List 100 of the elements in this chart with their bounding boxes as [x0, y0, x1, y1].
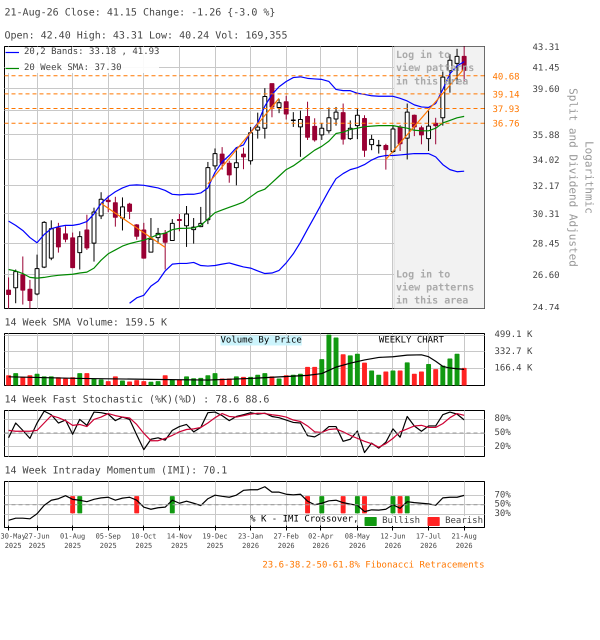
candlestick [305, 101, 310, 140]
bar [98, 380, 104, 386]
line-series [8, 354, 465, 381]
legend-title: % K - IMI Crossover, [250, 514, 359, 524]
y-tick-label: 30% [494, 509, 512, 520]
y-tick-label: 39.60 [532, 84, 560, 95]
y-tick-label: 41.45 [532, 64, 560, 74]
chart-title: 14 Week Fast Stochastic (%K)(%D) : 78.6 88.6 [4, 394, 270, 406]
bar [440, 366, 446, 386]
line-series [8, 412, 465, 448]
candlestick [56, 222, 61, 254]
y-tick-label: 26.60 [532, 271, 560, 282]
bar [92, 378, 96, 386]
bar [334, 338, 338, 386]
y-tick-label: 20% [494, 442, 512, 452]
bar [106, 381, 111, 386]
y-tick-label: 50% [494, 500, 512, 510]
candlestick [134, 224, 140, 240]
candlestick [369, 134, 374, 151]
annotation: Volume By Price [220, 336, 302, 346]
chart-subtitle: Open: 42.40 High: 43.31 Low: 40.24 Vol: 169,355 [4, 30, 288, 42]
candlestick [226, 160, 232, 184]
candlestick [241, 147, 246, 170]
candlestick [290, 112, 296, 128]
legend-label: 20,2 Bands: 33.18 , 41.93 [24, 47, 160, 57]
candlestick [390, 124, 396, 154]
candlestick [319, 122, 324, 140]
bar [13, 373, 18, 386]
ref-line-label: 39.14 [492, 90, 520, 100]
bar [404, 362, 410, 386]
bar [305, 366, 310, 386]
candlestick [176, 213, 182, 232]
candlestick [255, 112, 260, 140]
bar [6, 375, 12, 386]
candlestick [27, 279, 32, 308]
chart-title: 14 Week SMA Volume: 159.5 K [4, 318, 168, 328]
bar [462, 368, 467, 386]
text: 23.6-38.2-50-61.8% Fibonacci Retracements [262, 560, 485, 570]
bar [340, 354, 346, 386]
bar [326, 334, 332, 386]
ref-line-label: 40.68 [492, 72, 520, 82]
candlestick [184, 205, 189, 248]
candlestick [84, 214, 90, 250]
candlestick [312, 118, 318, 142]
y-tick-label: 166.4 K [494, 364, 534, 374]
candlestick [354, 108, 360, 140]
y-tick-label: 332.7 K [494, 346, 534, 357]
bar [84, 373, 90, 386]
bar [447, 358, 452, 386]
chart-title: 21-Aug-26 Close: 41.15 Change: -1.26 {-3.0 %} [4, 8, 276, 18]
candlestick [376, 139, 382, 154]
bar [390, 370, 396, 386]
candlestick [127, 202, 132, 220]
annotation: WEEKLY CHART [378, 336, 445, 346]
candlestick [234, 146, 239, 186]
candlestick [112, 196, 118, 228]
bar [383, 371, 388, 386]
candlestick [77, 230, 82, 270]
y-tick-label: 43.31 [532, 43, 560, 53]
bar [148, 382, 154, 386]
candlestick [148, 217, 154, 253]
bar [170, 380, 175, 386]
bar [63, 378, 68, 386]
candlestick [6, 276, 12, 308]
y-tick-label: 34.02 [532, 156, 560, 166]
ref-line-label: 36.76 [492, 120, 520, 130]
candlestick [162, 229, 168, 270]
y-tick-label: 32.17 [532, 182, 560, 192]
bar [362, 362, 367, 386]
candlestick [284, 95, 289, 120]
bar [141, 381, 146, 386]
candlestick [170, 218, 175, 241]
candlestick [426, 110, 432, 152]
y-axis-title: Split and Dividend Adjusted [566, 88, 580, 267]
candlestick [334, 106, 338, 126]
bar [412, 374, 417, 386]
bar [418, 371, 424, 386]
candlestick [326, 106, 332, 134]
bar [312, 366, 318, 386]
candlestick [383, 143, 388, 170]
bar [454, 354, 460, 386]
chart-title: 14 Week Intraday Momentum (IMI): 70.1 [4, 466, 228, 476]
candlestick [298, 110, 303, 158]
annotation: Log in to view patterns in this area [396, 268, 474, 307]
bar [354, 354, 360, 386]
candlestick [212, 148, 218, 170]
bar [127, 381, 132, 386]
bar [134, 380, 140, 386]
bar [376, 374, 382, 386]
candlestick [13, 269, 18, 304]
candlestick [63, 226, 68, 243]
bar [398, 370, 403, 386]
bar [369, 370, 374, 386]
legend-label: Bearish [445, 516, 483, 526]
y-tick-label: 28.45 [532, 240, 560, 250]
y-tick-label: 30.31 [532, 210, 560, 220]
bar [34, 374, 40, 386]
y-tick-label: 70% [494, 490, 512, 500]
y-tick-label: 50% [494, 428, 512, 438]
candlestick [433, 117, 438, 145]
